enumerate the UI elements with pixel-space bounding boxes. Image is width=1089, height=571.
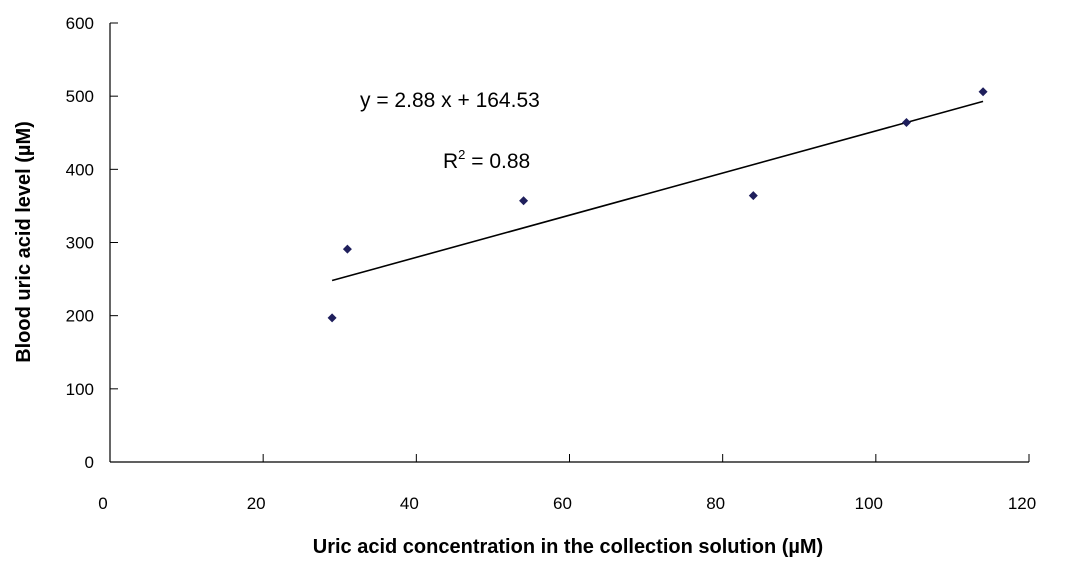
r-squared-superscript: 2 <box>458 147 465 162</box>
y-axis-ticks: 0 100 200 300 400 500 600 <box>66 14 118 472</box>
trendline <box>331 100 984 282</box>
y-tick-label: 500 <box>66 87 94 106</box>
x-axis-ticks: 0 20 40 60 80 100 120 <box>98 454 1036 513</box>
data-point <box>342 244 352 254</box>
y-tick-label: 0 <box>85 453 94 472</box>
data-point <box>327 313 337 323</box>
data-point <box>901 118 911 128</box>
r-squared-value: = 0.88 <box>465 150 530 173</box>
data-point <box>519 196 529 206</box>
x-tick-label: 120 <box>1008 494 1036 513</box>
data-point <box>748 191 758 201</box>
data-point <box>978 87 988 97</box>
x-tick-label: 40 <box>400 494 419 513</box>
x-tick-label: 0 <box>98 494 107 513</box>
y-tick-label: 600 <box>66 14 94 33</box>
y-tick-label: 100 <box>66 380 94 399</box>
x-tick-label: 20 <box>247 494 266 513</box>
trendline-group <box>331 100 984 282</box>
y-tick-label: 400 <box>66 160 94 179</box>
r-squared-prefix: R <box>443 150 458 173</box>
r-squared-label: R2 = 0.88 <box>443 147 530 173</box>
trendline-equation: y = 2.88 x + 164.53 <box>360 89 540 112</box>
x-axis-title: Uric acid concentration in the collectio… <box>313 536 823 558</box>
y-axis-title: Blood uric acid level (µM) <box>13 121 35 363</box>
x-tick-label: 60 <box>553 494 572 513</box>
y-tick-label: 200 <box>66 307 94 326</box>
x-tick-label: 80 <box>706 494 725 513</box>
data-points <box>327 87 988 323</box>
x-tick-label: 100 <box>855 494 883 513</box>
y-tick-label: 300 <box>66 234 94 253</box>
